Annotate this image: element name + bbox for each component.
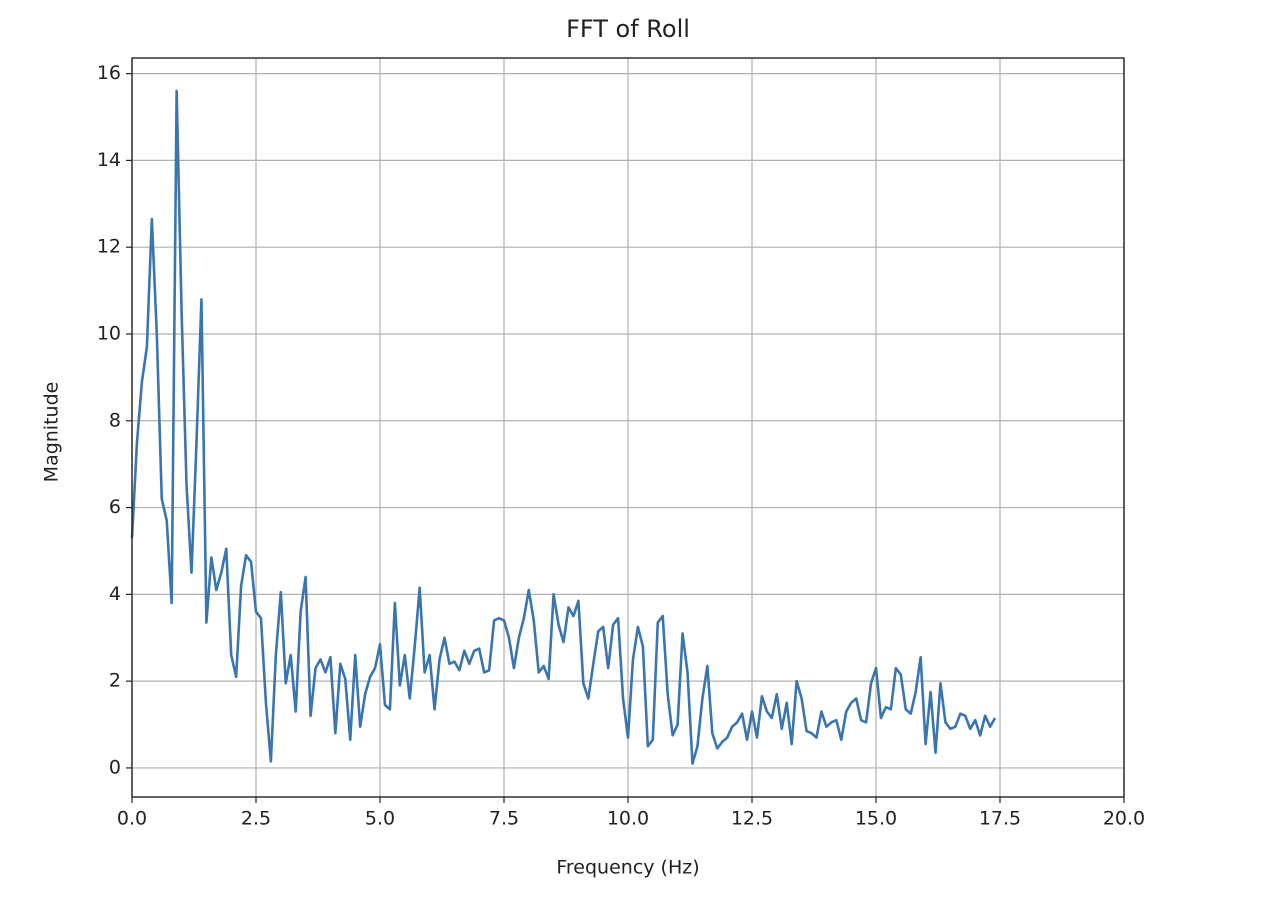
y-tick-label: 0 bbox=[109, 756, 121, 778]
y-tick-label: 8 bbox=[109, 409, 121, 431]
x-tick-label: 2.5 bbox=[241, 808, 271, 830]
chart-title: FFT of Roll bbox=[566, 15, 690, 43]
data-line bbox=[130, 89, 997, 765]
y-tick-label: 16 bbox=[97, 62, 121, 84]
y-tick-label: 4 bbox=[109, 583, 121, 605]
x-tick-label: 20.0 bbox=[1103, 808, 1145, 830]
y-axis-label: Magnitude bbox=[41, 382, 63, 483]
y-tick-label: 10 bbox=[97, 322, 121, 344]
y-tick-label: 12 bbox=[97, 236, 121, 258]
x-tick-label: 17.5 bbox=[979, 808, 1021, 830]
x-tick-label: 0.0 bbox=[117, 808, 147, 830]
x-tick-label: 5.0 bbox=[365, 808, 395, 830]
x-tick-label: 12.5 bbox=[731, 808, 773, 830]
x-axis-label: Frequency (Hz) bbox=[556, 857, 699, 879]
x-tick-label: 15.0 bbox=[855, 808, 897, 830]
y-tick-label: 2 bbox=[109, 670, 121, 692]
y-tick-label: 14 bbox=[97, 149, 121, 171]
plot-frame bbox=[131, 57, 1125, 798]
y-tick-label: 6 bbox=[109, 496, 121, 518]
x-tick-label: 7.5 bbox=[489, 808, 519, 830]
x-tick-label: 10.0 bbox=[607, 808, 649, 830]
